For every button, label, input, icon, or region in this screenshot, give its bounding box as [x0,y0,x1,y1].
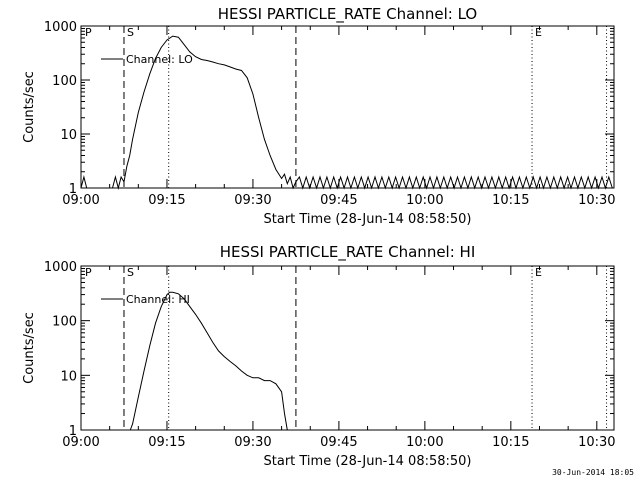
plot-frame [80,265,615,431]
x-tick-label: 09:30 [234,435,271,450]
x-tick-label: 09:00 [62,435,99,450]
series-line [129,291,288,431]
event-marker-label: E [535,266,542,279]
chart-title: HESSI PARTICLE_RATE Channel: HI [220,243,476,262]
x-tick-label: 10:15 [492,435,529,450]
y-tick-label: 1000 [44,260,77,275]
event-marker-label: S [127,266,134,279]
y-tick-label: 100 [52,74,77,89]
event-marker-label: S [127,26,134,39]
corner-label: P [85,266,92,279]
x-tick-label: 10:15 [492,193,529,208]
x-tick-label: 09:30 [234,193,271,208]
x-tick-label: 10:30 [578,435,615,450]
x-tick-label: 10:30 [578,193,615,208]
y-tick-label: 10 [60,128,77,143]
chart-panel-1: HESSI PARTICLE_RATE Channel: LO 1 10 100 100… [22,5,616,227]
y-tick-label: 10 [60,369,77,384]
series-line [80,35,613,190]
y-axis-label: Counts/sec [22,71,37,143]
event-marker-label: E [535,26,542,39]
legend-entry: Channel: LO [126,53,193,66]
x-tick-label: 10:00 [406,193,443,208]
x-tick-label: 09:45 [320,193,357,208]
chart-title: HESSI PARTICLE_RATE Channel: LO [218,5,477,24]
x-tick-label: 09:15 [148,435,185,450]
y-tick-label: 1 [69,182,77,197]
y-axis-label: Counts/sec [22,312,37,384]
x-axis-label: Start Time (28-Jun-14 08:58:50) [264,454,472,469]
generation-timestamp: 30-Jun-2014 18:05 [552,468,634,477]
x-axis-label: Start Time (28-Jun-14 08:58:50) [264,212,472,227]
y-tick-label: 100 [52,315,77,330]
x-tick-label: 09:45 [320,435,357,450]
corner-label: P [85,26,92,39]
y-tick-label: 1000 [44,20,77,35]
legend-entry: Channel: HI [126,293,190,306]
x-tick-label: 09:00 [62,193,99,208]
x-tick-label: 10:00 [406,435,443,450]
plot-frame [80,25,615,189]
y-tick-label: 1 [69,424,77,439]
chart-panel-2: HESSI PARTICLE_RATE Channel: HI 1 10 100 100… [22,243,616,469]
x-tick-label: 09:15 [148,193,185,208]
